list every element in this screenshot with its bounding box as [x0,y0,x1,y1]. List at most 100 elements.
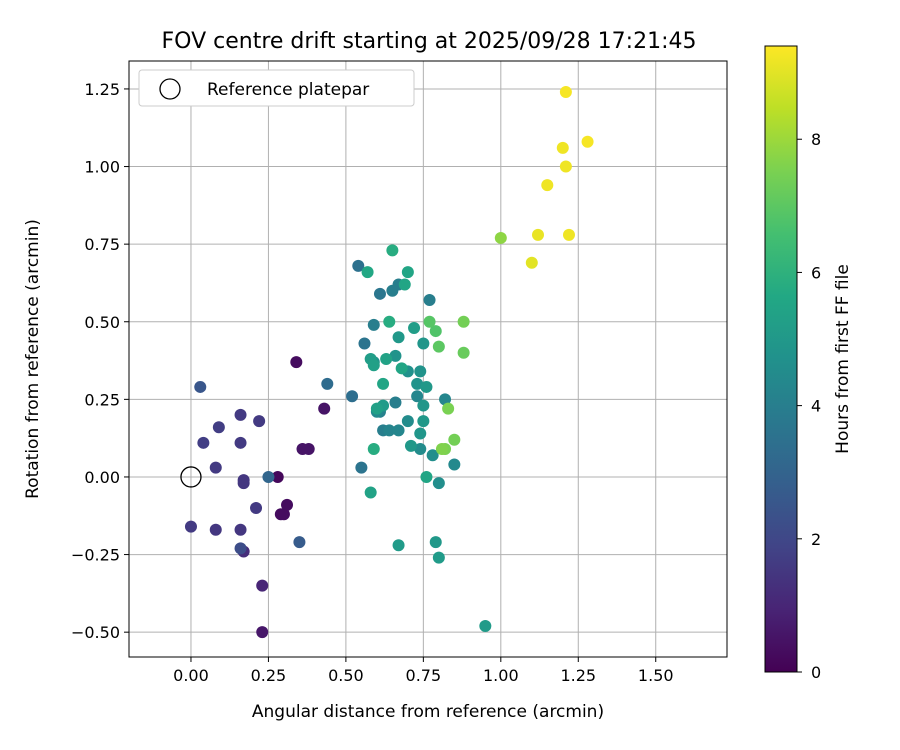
chart-title: FOV centre drift starting at 2025/09/28 … [162,29,697,54]
data-point [426,449,439,462]
data-point [277,508,290,521]
data-point [411,390,424,403]
data-point [559,86,572,99]
data-point [355,461,368,474]
data-point [184,520,197,533]
data-point [386,244,399,257]
data-point [367,318,380,331]
data-point [432,340,445,353]
data-point [318,402,331,415]
data-point [448,433,461,446]
data-point [417,337,430,350]
x-tick-label: 1.25 [560,666,596,685]
legend-box [138,69,415,107]
data-point [383,424,396,437]
data-point [401,415,414,428]
data-point [408,321,421,334]
legend-label-reference: Reference platepar [207,80,369,100]
data-point [401,266,414,279]
colorbar-ticks: 0 2 4 6 8 [797,130,821,682]
data-point [392,539,405,552]
data-point [352,259,365,272]
y-tick-label: 0.50 [84,313,120,332]
y-tick-label: 1.00 [84,158,120,177]
y-tick-label: 1.25 [84,80,120,99]
colorbar-tick-label: 8 [811,130,821,149]
data-point [541,179,554,192]
data-point [367,443,380,456]
data-point [367,359,380,372]
x-tick-label: 0.00 [173,666,209,685]
y-axis-ticks: −0.50 −0.25 0.00 0.25 0.50 0.75 1.00 1.25 [71,80,129,642]
data-point [420,380,433,393]
data-point [370,402,383,415]
colorbar-tick-label: 6 [811,263,821,282]
data-point [250,502,263,514]
data-point [234,523,247,536]
data-point [559,160,572,173]
data-point [494,231,507,244]
data-point [423,294,436,307]
data-point [380,353,393,365]
data-point [417,415,430,428]
data-point [404,439,417,452]
reference-platepar-marker [180,466,202,488]
data-point [581,135,594,148]
x-tick-label: 0.75 [406,666,442,685]
data-point [457,315,470,328]
data-point [414,443,427,456]
x-tick-label: 0.50 [328,666,364,685]
data-point [212,421,225,434]
data-point [442,402,455,415]
data-point [253,415,266,428]
data-point [293,536,306,549]
data-point [420,470,433,483]
x-axis-label: Angular distance from reference (arcmin) [252,702,604,722]
data-point [364,486,377,499]
colorbar-tick-label: 2 [811,530,821,549]
data-point [435,443,448,456]
data-point [429,325,442,338]
data-point [395,362,408,375]
data-point [562,228,575,241]
data-point [373,287,386,300]
data-point [383,315,396,328]
colorbar-tick-label: 4 [811,397,821,416]
data-point [411,377,424,390]
data-point [417,399,430,412]
data-point [432,477,445,490]
plot-frame [128,60,728,658]
data-point [296,443,309,456]
data-point [237,477,250,490]
data-point [321,377,334,390]
x-tick-label: 1.00 [483,666,519,685]
data-point [479,619,492,632]
colorbar: 0 2 4 6 8 Hours from first FF file [764,45,853,682]
data-point [531,228,544,241]
data-point [423,315,436,328]
data-point [209,523,222,536]
data-point [209,461,222,474]
data-point [377,377,390,390]
y-axis-label: Rotation from reference (arcmin) [23,219,43,499]
data-point [197,436,210,449]
legend-marker-reference [159,78,181,100]
grid [129,61,727,657]
data-point [234,408,247,421]
x-tick-label: 1.50 [638,666,674,685]
data-point [556,141,569,154]
data-point [389,396,402,409]
y-tick-label: 0.25 [84,390,120,409]
y-tick-label: 0.00 [84,468,120,487]
data-point [271,470,284,483]
data-point [256,626,269,639]
data-point [389,349,402,362]
x-axis-ticks: 0.00 0.25 0.50 0.75 1.00 1.25 1.50 [173,657,674,685]
data-point [358,337,371,350]
data-point [525,256,538,269]
y-tick-label: 0.75 [84,235,120,254]
data-point [290,356,303,369]
data-point [457,346,470,359]
data-point [398,278,411,291]
